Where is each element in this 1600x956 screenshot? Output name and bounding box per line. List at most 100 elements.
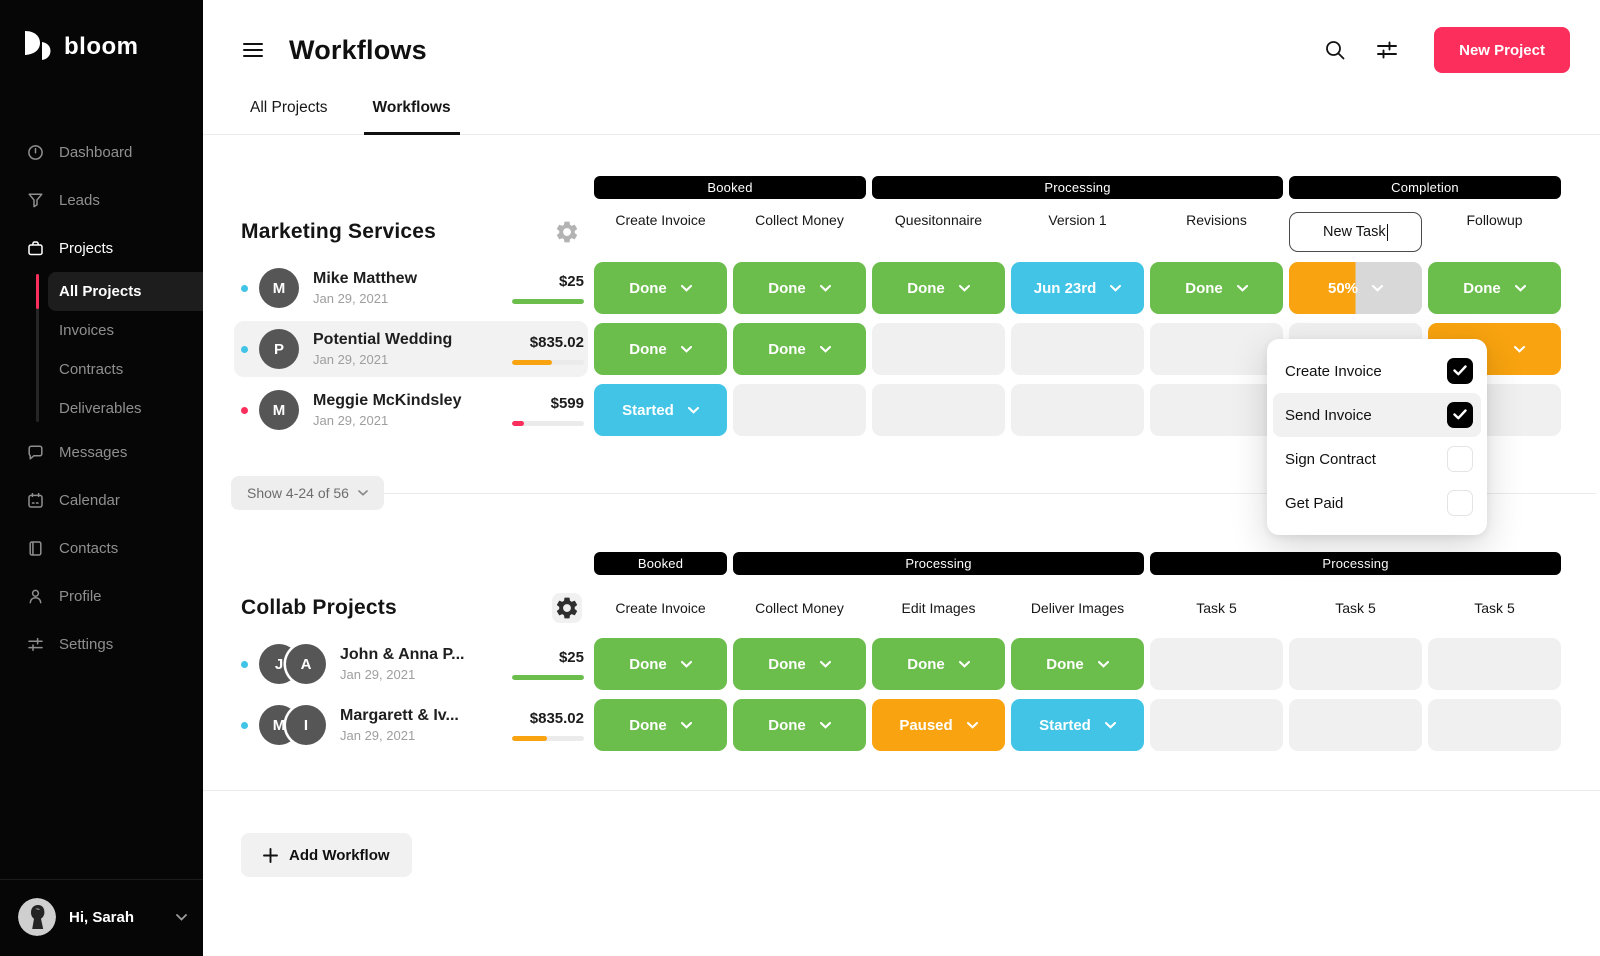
task-status-button[interactable]: Done — [733, 699, 866, 751]
dropdown-item-send-invoice[interactable]: Send Invoice — [1273, 393, 1481, 437]
sidebar-item-calendar[interactable]: Calendar — [0, 476, 203, 524]
sidebar-item-dashboard[interactable]: Dashboard — [0, 128, 203, 176]
task-status-button[interactable]: Paused — [872, 699, 1005, 751]
chevron-down-icon — [1104, 721, 1116, 729]
column-header-deliver-images: Deliver Images — [1030, 600, 1125, 616]
empty-task-cell — [1428, 699, 1561, 751]
briefcase-icon — [27, 240, 44, 257]
add-workflow-button[interactable]: Add Workflow — [241, 833, 412, 877]
task-status-label: Started — [622, 401, 674, 419]
pagination-button[interactable]: Show 4-24 of 56 — [231, 476, 384, 510]
hamburger-menu-icon[interactable] — [243, 43, 263, 57]
checkbox-unchecked[interactable] — [1447, 490, 1473, 516]
dropdown-item-label: Sign Contract — [1285, 450, 1376, 468]
avatar-group: P — [259, 329, 299, 369]
task-status-button[interactable]: Done — [594, 262, 727, 314]
sidebar-item-label: Settings — [59, 635, 114, 653]
sidebar-item-settings[interactable]: Settings — [0, 620, 203, 668]
settings-gear-icon[interactable] — [552, 593, 582, 623]
empty-task-cell — [733, 384, 866, 436]
task-status-button[interactable]: Done — [733, 262, 866, 314]
sidebar-item-label: Calendar — [59, 491, 120, 509]
task-status-button[interactable]: Done — [594, 699, 727, 751]
sidebar-item-leads[interactable]: Leads — [0, 176, 203, 224]
project-name: Potential Wedding — [313, 331, 453, 348]
search-icon[interactable] — [1324, 39, 1346, 61]
projects-subnav: All Projects Invoices Contracts Deliverable… — [0, 272, 203, 428]
dropdown-item-label: Create Invoice — [1285, 362, 1382, 380]
task-status-button[interactable]: 50% — [1289, 262, 1422, 314]
project-amount: $835.02 — [529, 709, 584, 727]
sidebar-item-profile[interactable]: Profile — [0, 572, 203, 620]
page-title: Workflows — [289, 34, 427, 65]
tab-all-projects[interactable]: All Projects — [250, 99, 328, 116]
new-project-button[interactable]: New Project — [1434, 27, 1570, 73]
stage-pill-completion: Completion — [1289, 176, 1561, 199]
task-status-button[interactable]: Done — [594, 323, 727, 375]
checkbox-unchecked[interactable] — [1447, 446, 1473, 472]
stage-pill-booked: Booked — [594, 552, 727, 575]
task-status-button[interactable]: Done — [872, 262, 1005, 314]
task-status-label: Done — [768, 279, 806, 297]
task-status-label: Done — [1463, 279, 1501, 297]
user-menu[interactable]: Hi, Sarah — [0, 879, 203, 956]
avatar-group: M — [259, 268, 299, 308]
sidebar-subitem-invoices[interactable]: Invoices — [48, 311, 203, 350]
checkbox-checked[interactable] — [1447, 358, 1473, 384]
sidebar-subitem-deliverables[interactable]: Deliverables — [48, 389, 203, 428]
sidebar-subitem-contracts[interactable]: Contracts — [48, 350, 203, 389]
sidebar-item-projects[interactable]: Projects — [0, 224, 203, 272]
status-dot — [241, 721, 248, 729]
sidebar-item-label: Projects — [59, 239, 114, 257]
sidebar-subitem-label: Contracts — [59, 361, 124, 378]
project-name: Mike Matthew — [313, 270, 418, 287]
empty-task-cell — [872, 384, 1005, 436]
task-status-label: Jun 23rd — [1033, 279, 1097, 297]
task-status-button[interactable]: Done — [872, 638, 1005, 690]
task-status-button[interactable]: Done — [733, 638, 866, 690]
column-name-input[interactable]: New Task — [1289, 212, 1422, 252]
checkbox-checked[interactable] — [1447, 402, 1473, 428]
sidebar-subitem-all-projects[interactable]: All Projects — [36, 272, 203, 311]
task-status-label: 50% — [1327, 279, 1359, 297]
project-amount: $835.02 — [529, 333, 584, 351]
task-status-button[interactable]: Done — [1150, 262, 1283, 314]
settings-gear-icon[interactable] — [552, 217, 582, 247]
section-title: Collab Projects — [241, 596, 397, 619]
project-info: P Potential Wedding Jan 29, 2021 $835.02 — [234, 321, 594, 377]
task-status-button[interactable]: Done — [1428, 262, 1561, 314]
column-header-edit-images: Edit Images — [901, 600, 976, 616]
filter-sliders-icon[interactable] — [1376, 39, 1398, 61]
dropdown-item-get-paid[interactable]: Get Paid — [1267, 481, 1487, 525]
tab-workflows[interactable]: Workflows — [363, 99, 460, 135]
column-header-create-invoice: Create Invoice — [615, 600, 706, 616]
column-header-version-1: Version 1 — [1048, 212, 1107, 228]
progress-fill — [512, 420, 525, 426]
task-status-button[interactable]: Done — [733, 323, 866, 375]
task-status-button[interactable]: Done — [1011, 638, 1144, 690]
empty-task-cell — [1428, 638, 1561, 690]
table-row: J A John & Anna P... Jan 29, 2021 $25 Done Don… — [241, 638, 1600, 690]
avatar: M — [259, 268, 299, 308]
plus-icon — [263, 847, 278, 863]
check-icon — [1453, 363, 1467, 380]
dropdown-item-sign-contract[interactable]: Sign Contract — [1267, 437, 1487, 481]
sidebar-item-messages[interactable]: Messages — [0, 428, 203, 476]
stage-pill-processing: Processing — [1150, 552, 1561, 575]
sidebar-item-contacts[interactable]: Contacts — [0, 524, 203, 572]
user-greeting: Hi, Sarah — [69, 908, 135, 926]
task-status-button[interactable]: Done — [594, 638, 727, 690]
dropdown-item-create-invoice[interactable]: Create Invoice — [1267, 349, 1487, 393]
avatar: I — [286, 705, 326, 745]
task-status-button[interactable]: Started — [594, 384, 727, 436]
task-status-button[interactable]: Jun 23rd — [1011, 262, 1144, 314]
project-name: John & Anna P... — [340, 646, 465, 663]
task-status-button[interactable]: Started — [1011, 699, 1144, 751]
content: Booked Processing Completion Marketing Serv… — [203, 176, 1600, 877]
gauge-icon — [27, 144, 44, 161]
progress-bar — [512, 298, 584, 304]
sidebar-subitem-label: All Projects — [59, 283, 142, 300]
task-status-label: Done — [1046, 655, 1084, 673]
group-pill-row: Booked Processing Processing — [241, 552, 1600, 575]
project-amount: $25 — [558, 648, 584, 666]
